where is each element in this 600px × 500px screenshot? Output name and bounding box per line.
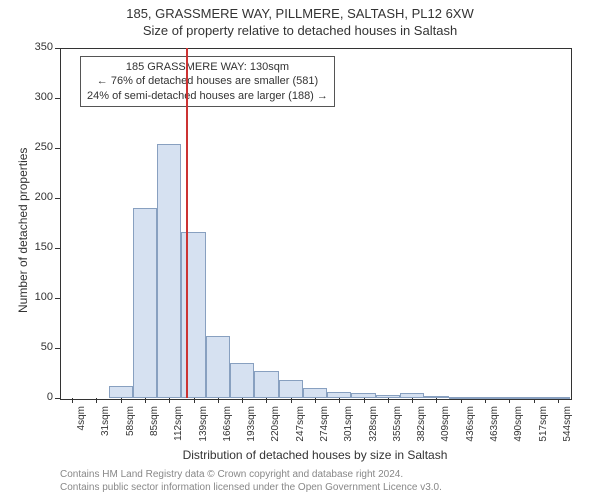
x-tick-label: 544sqm: [562, 406, 573, 454]
x-tick-label: 31sqm: [100, 406, 111, 454]
histogram-bar: [351, 393, 375, 398]
histogram-bar: [546, 397, 570, 399]
x-tick-label: 193sqm: [246, 406, 257, 454]
x-tick-label: 4sqm: [76, 406, 87, 454]
histogram-bar: [376, 395, 400, 398]
x-tick: [96, 398, 97, 403]
x-tick-label: 139sqm: [198, 406, 209, 454]
y-tick-label: 150: [25, 241, 53, 253]
histogram-bar: [424, 396, 448, 398]
y-tick: [55, 398, 60, 399]
x-tick-label: 112sqm: [173, 406, 184, 454]
x-tick: [242, 398, 243, 403]
chart-title-sub: Size of property relative to detached ho…: [0, 21, 600, 38]
y-tick-label: 100: [25, 291, 53, 303]
histogram-bar: [497, 397, 521, 399]
x-tick-label: 220sqm: [270, 406, 281, 454]
x-tick: [315, 398, 316, 403]
x-tick-label: 409sqm: [440, 406, 451, 454]
histogram-bar: [109, 386, 133, 398]
histogram-bar: [327, 392, 351, 398]
y-tick: [55, 198, 60, 199]
chart-title-main: 185, GRASSMERE WAY, PILLMERE, SALTASH, P…: [0, 0, 600, 21]
annotation-line2: ← 76% of detached houses are smaller (58…: [87, 74, 328, 88]
histogram-bar: [157, 144, 181, 398]
y-tick-label: 200: [25, 191, 53, 203]
y-tick: [55, 348, 60, 349]
x-tick: [72, 398, 73, 403]
x-tick: [266, 398, 267, 403]
x-tick: [388, 398, 389, 403]
x-tick: [364, 398, 365, 403]
x-tick: [412, 398, 413, 403]
x-tick-label: 517sqm: [538, 406, 549, 454]
histogram-bar: [400, 393, 424, 398]
y-tick: [55, 298, 60, 299]
x-tick-label: 436sqm: [465, 406, 476, 454]
x-tick: [291, 398, 292, 403]
y-tick-label: 300: [25, 91, 53, 103]
reference-line: [186, 48, 188, 398]
histogram-bar: [449, 397, 473, 399]
x-tick-label: 382sqm: [416, 406, 427, 454]
x-tick-label: 274sqm: [319, 406, 330, 454]
y-tick-label: 350: [25, 41, 53, 53]
x-tick-label: 490sqm: [513, 406, 524, 454]
annotation-box: 185 GRASSMERE WAY: 130sqm ← 76% of detac…: [80, 56, 335, 107]
x-tick: [169, 398, 170, 403]
y-tick-label: 0: [25, 391, 53, 403]
x-tick-label: 85sqm: [149, 406, 160, 454]
footer-attribution: Contains HM Land Registry data © Crown c…: [60, 468, 442, 494]
x-tick-label: 58sqm: [125, 406, 136, 454]
y-tick: [55, 98, 60, 99]
histogram-bar: [279, 380, 303, 398]
x-tick-label: 328sqm: [368, 406, 379, 454]
footer-line2: Contains public sector information licen…: [60, 481, 442, 494]
y-tick: [55, 48, 60, 49]
histogram-bar: [133, 208, 157, 398]
annotation-line3: 24% of semi-detached houses are larger (…: [87, 89, 328, 103]
y-tick-label: 250: [25, 141, 53, 153]
histogram-bar: [303, 388, 327, 398]
y-tick-label: 50: [25, 341, 53, 353]
x-tick-label: 463sqm: [489, 406, 500, 454]
x-tick-label: 301sqm: [343, 406, 354, 454]
histogram-bar: [473, 397, 497, 399]
x-tick-label: 247sqm: [295, 406, 306, 454]
chart-container: { "titles": { "main": "185, GRASSMERE WA…: [0, 0, 600, 500]
y-axis-label: Number of detached properties: [16, 148, 30, 313]
x-tick-label: 166sqm: [222, 406, 233, 454]
footer-line1: Contains HM Land Registry data © Crown c…: [60, 468, 442, 481]
x-tick: [194, 398, 195, 403]
x-tick: [218, 398, 219, 403]
x-tick: [436, 398, 437, 403]
x-tick-label: 355sqm: [392, 406, 403, 454]
histogram-bar: [254, 371, 278, 398]
annotation-line1: 185 GRASSMERE WAY: 130sqm: [87, 60, 328, 74]
y-tick: [55, 248, 60, 249]
x-tick: [121, 398, 122, 403]
x-tick: [339, 398, 340, 403]
histogram-bar: [206, 336, 230, 398]
y-tick: [55, 148, 60, 149]
x-tick: [145, 398, 146, 403]
histogram-bar: [230, 363, 254, 398]
histogram-bar: [521, 397, 545, 399]
